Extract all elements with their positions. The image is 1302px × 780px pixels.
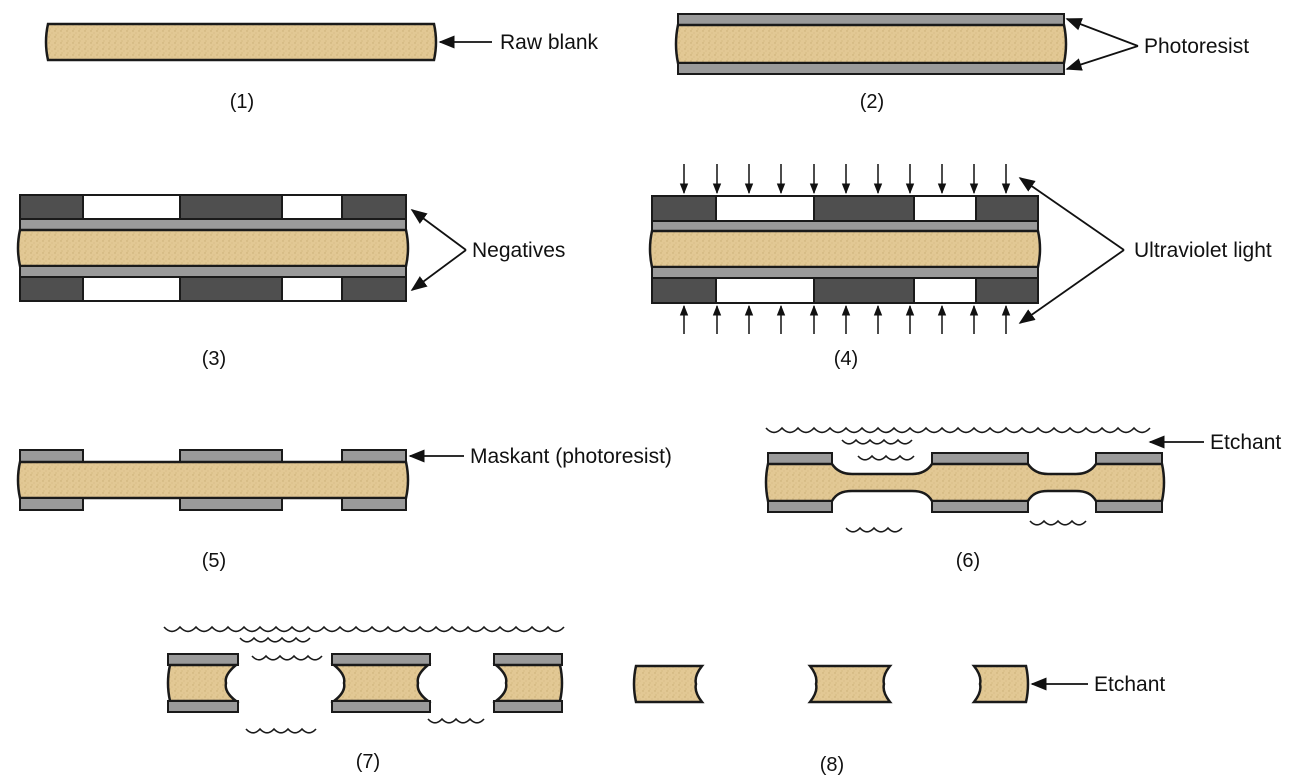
etchant-wave (765, 426, 1151, 434)
negative-bottom-opaque-1 (19, 276, 84, 302)
etchant-wave (857, 454, 915, 461)
etchant-wave (239, 636, 311, 643)
finished-part-3 (971, 664, 1030, 704)
uv-light-arrows (679, 164, 1011, 334)
step-2-photoresist: Photoresist (2) (674, 13, 1249, 113)
blank-plate (16, 228, 410, 268)
etchant-wave (845, 526, 903, 533)
raw-blank-plate (44, 22, 438, 62)
negative-bottom-opaque-1 (651, 277, 717, 304)
maskant-top-1 (19, 449, 84, 463)
step-5-caption: (5) (202, 550, 226, 572)
etchant-wave (427, 717, 485, 724)
negatives-label: Negatives (472, 239, 565, 262)
step-2-caption: (2) (860, 91, 884, 113)
etchant-wave (251, 654, 323, 661)
step-4-caption: (4) (834, 348, 858, 370)
step-7-etched-through: (7) (163, 625, 565, 773)
maskant-bottom-1 (767, 500, 833, 513)
step-8-finished-parts: Etchant (8) (632, 664, 1165, 776)
resist-bottom (19, 265, 407, 278)
step-6-partial-etch: Etchant (6) (764, 426, 1281, 572)
negatives-arrow-top (410, 209, 467, 251)
negative-top-opaque-1 (19, 194, 84, 220)
negative-top-opaque-2 (179, 194, 283, 220)
etchant-label: Etchant (1094, 673, 1165, 696)
ultraviolet-light-label: Ultraviolet light (1134, 239, 1272, 262)
maskant-bottom-3 (493, 700, 563, 713)
etchant-label: Etchant (1210, 431, 1281, 454)
uv-label-arrow-top (1018, 177, 1125, 251)
maskant-top-2 (331, 653, 431, 666)
blank-plate (16, 460, 410, 500)
maskant-bottom-1 (167, 700, 239, 713)
maskant-bottom-2 (331, 700, 431, 713)
negative-bottom-opaque-3 (975, 277, 1039, 304)
uv-label-arrow-bottom (1018, 249, 1125, 324)
negative-bottom-opaque-2 (179, 276, 283, 302)
step-1-raw-blank: Raw blank (1) (44, 22, 599, 113)
photoresist-label: Photoresist (1144, 35, 1249, 58)
negative-top-opaque-2 (813, 195, 915, 222)
negative-top-opaque-3 (341, 194, 407, 220)
maskant-bottom-3 (341, 497, 407, 511)
finished-part-2 (807, 664, 893, 704)
maskant-top-1 (767, 452, 833, 465)
step-3-caption: (3) (202, 348, 226, 370)
step-6-caption: (6) (956, 550, 980, 572)
step-1-caption: (1) (230, 91, 254, 113)
part-piece-2 (330, 663, 432, 703)
resist-top (651, 220, 1039, 232)
negative-bottom-opaque-2 (813, 277, 915, 304)
etchant-wave (245, 727, 317, 734)
maskant-bottom-2 (179, 497, 283, 511)
step-8-caption: (8) (820, 754, 844, 776)
photoresist-arrow-bottom (1065, 45, 1139, 71)
etchant-waves (765, 426, 1151, 533)
photoresist-top-layer (677, 13, 1065, 26)
photoresist-bottom-layer (677, 62, 1065, 75)
resist-bottom (651, 266, 1039, 279)
blank-plate (674, 23, 1068, 65)
step-5-maskant: Maskant (photoresist) (5) (16, 445, 672, 572)
maskant-label: Maskant (photoresist) (470, 445, 672, 468)
photoresist-arrow-top (1065, 18, 1139, 47)
maskant-top-3 (341, 449, 407, 463)
negatives-arrow-bottom (410, 249, 467, 291)
step-3-negatives: Negatives (3) (16, 194, 565, 370)
resist-top (19, 218, 407, 231)
etchant-wave (841, 438, 913, 445)
negative-top-opaque-3 (975, 195, 1039, 222)
etchant-wave (1029, 519, 1087, 526)
raw-blank-label: Raw blank (500, 31, 599, 54)
negative-top-opaque-1 (651, 195, 717, 222)
part-piece-1 (166, 663, 240, 703)
maskant-top-2 (931, 452, 1029, 465)
step-7-caption: (7) (356, 751, 380, 773)
etchant-waves (163, 625, 565, 734)
blank-plate (648, 229, 1042, 269)
maskant-top-2 (179, 449, 283, 463)
maskant-bottom-2 (931, 500, 1029, 513)
part-piece-3 (492, 663, 564, 703)
maskant-bottom-1 (19, 497, 84, 511)
finished-part-1 (632, 664, 705, 704)
maskant-top-3 (1095, 452, 1163, 465)
step-4-uv-exposure: Ultraviolet light (4) (648, 164, 1272, 370)
maskant-top-3 (493, 653, 563, 666)
negative-bottom-opaque-3 (341, 276, 407, 302)
partially-etched-blank (764, 462, 1166, 503)
maskant-bottom-3 (1095, 500, 1163, 513)
etchant-wave (163, 625, 565, 633)
maskant-top-1 (167, 653, 239, 666)
